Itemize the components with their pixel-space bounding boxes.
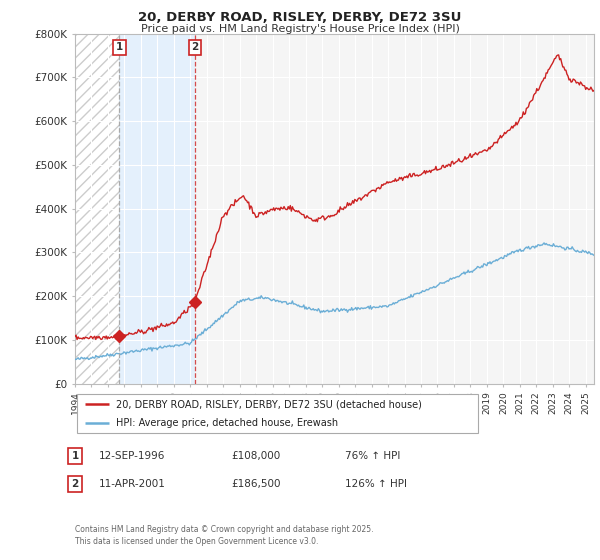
Text: 126% ↑ HPI: 126% ↑ HPI — [345, 479, 407, 489]
Text: Price paid vs. HM Land Registry's House Price Index (HPI): Price paid vs. HM Land Registry's House … — [140, 24, 460, 34]
Text: 12-SEP-1996: 12-SEP-1996 — [99, 451, 166, 461]
Text: 2: 2 — [191, 43, 199, 52]
FancyBboxPatch shape — [77, 394, 478, 433]
Text: 2: 2 — [71, 479, 79, 489]
Text: 1: 1 — [71, 451, 79, 461]
Text: Contains HM Land Registry data © Crown copyright and database right 2025.
This d: Contains HM Land Registry data © Crown c… — [75, 525, 373, 546]
Text: £186,500: £186,500 — [231, 479, 281, 489]
Text: 20, DERBY ROAD, RISLEY, DERBY, DE72 3SU (detached house): 20, DERBY ROAD, RISLEY, DERBY, DE72 3SU … — [115, 399, 421, 409]
Bar — [75, 34, 119, 384]
Text: 11-APR-2001: 11-APR-2001 — [99, 479, 166, 489]
Bar — [119, 34, 195, 384]
Text: 76% ↑ HPI: 76% ↑ HPI — [345, 451, 400, 461]
Text: HPI: Average price, detached house, Erewash: HPI: Average price, detached house, Erew… — [115, 418, 338, 428]
Text: 1: 1 — [116, 43, 123, 52]
Text: 20, DERBY ROAD, RISLEY, DERBY, DE72 3SU: 20, DERBY ROAD, RISLEY, DERBY, DE72 3SU — [139, 11, 461, 24]
Text: £108,000: £108,000 — [231, 451, 280, 461]
